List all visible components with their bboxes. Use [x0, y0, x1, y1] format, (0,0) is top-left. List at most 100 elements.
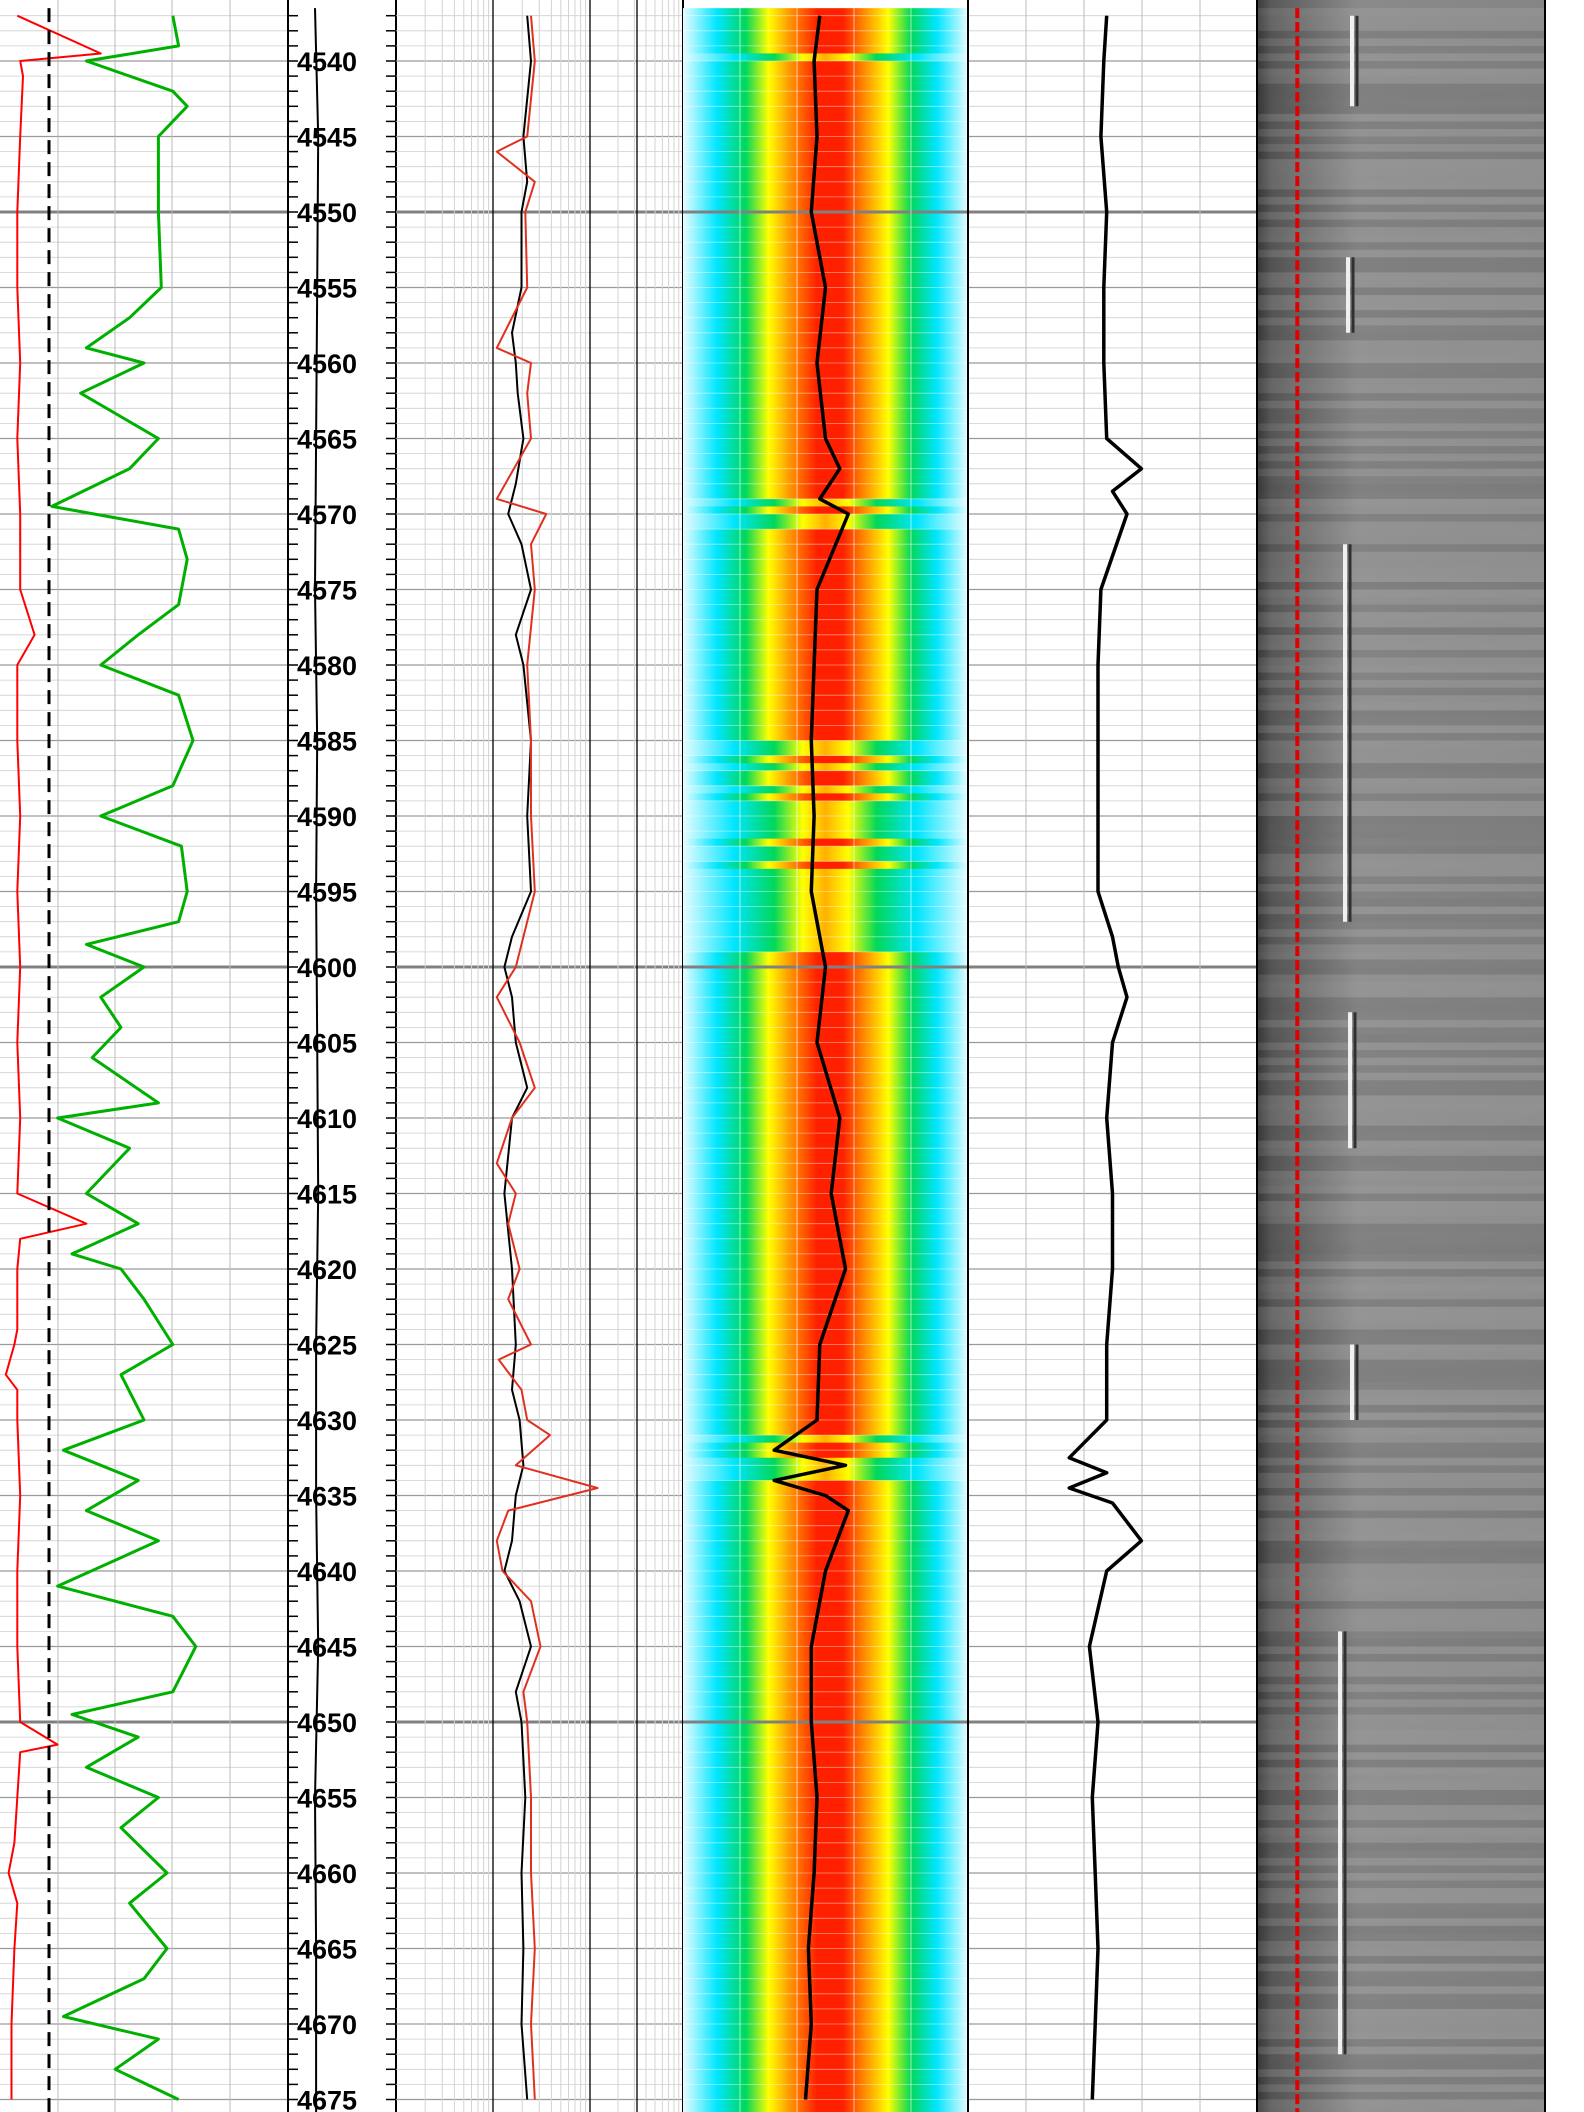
- image-texture: [1257, 1805, 1545, 1813]
- heatmap-band: [683, 1842, 968, 1851]
- image-texture: [1257, 461, 1545, 469]
- heatmap-band: [683, 1706, 968, 1716]
- heatmap-band: [683, 1284, 968, 1293]
- heatmap-band: [683, 408, 968, 417]
- heatmap-band: [683, 476, 968, 485]
- image-texture: [1257, 68, 1545, 77]
- image-texture: [1257, 1729, 1545, 1738]
- image-texture: [1257, 1540, 1545, 1549]
- heatmap-band: [683, 1903, 968, 1912]
- image-texture: [1257, 1118, 1545, 1126]
- heatmap-band: [683, 1971, 968, 1980]
- heatmap-band: [683, 1412, 968, 1421]
- heatmap-band: [683, 1540, 968, 1549]
- heatmap-band: [683, 1525, 968, 1534]
- heatmap-band: [683, 642, 968, 651]
- heatmap-band: [683, 1087, 968, 1096]
- image-texture: [1257, 763, 1545, 771]
- image-texture: [1257, 498, 1545, 507]
- heatmap-band: [683, 446, 968, 455]
- depth-tick-label: 4620: [297, 1255, 357, 1285]
- heatmap-band: [683, 763, 968, 772]
- image-texture: [1257, 1231, 1545, 1239]
- image-texture: [1257, 1669, 1545, 1677]
- image-texture: [1257, 151, 1545, 160]
- image-texture: [1257, 1457, 1545, 1466]
- image-texture: [1257, 1752, 1545, 1760]
- heatmap-band: [683, 174, 968, 183]
- image-texture: [1257, 816, 1545, 824]
- heatmap-band: [683, 1586, 968, 1595]
- image-texture: [1257, 657, 1545, 666]
- image-texture: [1257, 770, 1545, 779]
- heatmap-band: [683, 8, 968, 17]
- heatmap-band: [683, 514, 968, 523]
- heatmap-band: [683, 778, 968, 787]
- depth-tick-label: 4665: [297, 1935, 357, 1965]
- image-texture: [1257, 1835, 1545, 1843]
- depth-tick-label: 4650: [297, 1708, 357, 1738]
- heatmap-band: [683, 1940, 968, 1950]
- image-texture: [1257, 196, 1545, 205]
- image-texture: [1257, 838, 1545, 847]
- image-texture: [1257, 1042, 1545, 1051]
- heatmap-band: [683, 536, 968, 545]
- image-texture: [1257, 1654, 1545, 1662]
- image-texture: [1257, 1472, 1545, 1481]
- image-texture: [1257, 136, 1545, 145]
- heatmap-band: [683, 1925, 968, 1934]
- image-texture: [1257, 853, 1545, 862]
- heatmap-band: [683, 1344, 968, 1353]
- heatmap-band: [683, 144, 968, 153]
- heatmap-band: [683, 657, 968, 666]
- heatmap-band: [683, 876, 968, 885]
- image-texture: [1257, 83, 1545, 92]
- heatmap-band: [683, 1850, 968, 1859]
- image-texture: [1257, 106, 1545, 114]
- image-texture: [1257, 1895, 1545, 1904]
- image-texture: [1257, 1593, 1545, 1602]
- image-texture: [1257, 649, 1545, 658]
- heatmap-band: [683, 1080, 968, 1089]
- heatmap-band: [683, 529, 968, 538]
- image-texture: [1257, 38, 1545, 46]
- heatmap-band: [683, 1631, 968, 1640]
- image-texture: [1257, 1480, 1545, 1488]
- depth-tick-label: 4610: [297, 1104, 357, 1134]
- heatmap-band: [683, 1518, 968, 1527]
- heatmap-band: [683, 1487, 968, 1497]
- depth-labels: 4540 4545 4550 4555 4560 4565 4570 4575 4580 4585…: [297, 47, 357, 2112]
- heatmap-band: [683, 1933, 968, 1942]
- image-texture: [1257, 2076, 1545, 2085]
- heatmap-band: [683, 2054, 968, 2063]
- image-texture: [1257, 574, 1545, 582]
- heatmap-band: [683, 1359, 968, 1368]
- depth-tick-label: 4590: [297, 802, 357, 832]
- image-texture: [1257, 1971, 1545, 1979]
- image-texture: [1257, 1933, 1545, 1941]
- depth-tick-label: 4555: [297, 274, 357, 304]
- image-texture: [1257, 347, 1545, 356]
- image-texture: [1257, 53, 1545, 62]
- image-texture: [1257, 1525, 1545, 1534]
- image-texture: [1257, 1737, 1545, 1745]
- image-texture: [1257, 1616, 1545, 1624]
- heatmap-band: [683, 1661, 968, 1670]
- depth-tick-label: 4630: [297, 1406, 357, 1436]
- image-texture: [1257, 959, 1545, 968]
- heatmap-band: [683, 2076, 968, 2085]
- heatmap-band: [683, 831, 968, 840]
- image-texture: [1257, 279, 1545, 288]
- heatmap-band: [683, 899, 968, 908]
- heatmap-band: [683, 687, 968, 696]
- image-texture: [1257, 1095, 1545, 1103]
- image-texture: [1257, 823, 1545, 832]
- heatmap-band: [683, 136, 968, 145]
- image-texture: [1257, 967, 1545, 975]
- heatmap-band: [683, 1420, 968, 1429]
- image-texture: [1257, 174, 1545, 182]
- heatmap-band: [683, 1880, 968, 1889]
- heatmap-band: [683, 1389, 968, 1398]
- heatmap-band: [683, 1774, 968, 1783]
